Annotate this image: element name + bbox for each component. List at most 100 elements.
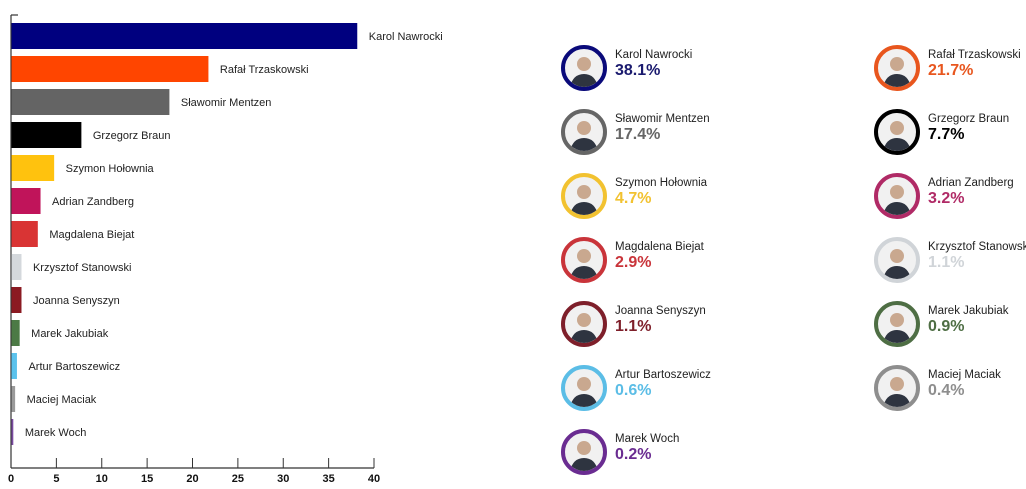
candidate-percentage: 17.4%	[615, 126, 661, 143]
x-tick-label: 30	[277, 473, 289, 485]
candidate-percentage: 0.2%	[615, 446, 652, 463]
bar-label: Artur Bartoszewicz	[28, 361, 120, 373]
candidate-photo	[874, 109, 920, 155]
candidate-card: Rafał Trzaskowski 21.7%	[874, 45, 1026, 95]
candidate-name: Magdalena Biejat	[615, 241, 704, 253]
candidate-card: Grzegorz Braun 7.7%	[874, 109, 1026, 159]
candidate-photo	[874, 301, 920, 347]
candidate-card: Karol Nawrocki 38.1%	[561, 45, 861, 95]
candidate-card: Krzysztof Stanowski 1.1%	[874, 237, 1026, 287]
candidate-photo	[561, 237, 607, 283]
x-tick-label: 20	[186, 473, 198, 485]
bar-chart: 0 5 10 15 20 25 30 35 40 Karol Nawrocki Rafał Trza…	[8, 14, 443, 485]
candidate-percentage: 21.7%	[928, 62, 974, 79]
candidate-photo	[561, 173, 607, 219]
candidate-photo	[561, 429, 607, 475]
candidate-card: Sławomir Mentzen 17.4%	[561, 109, 861, 159]
candidate-percentage: 3.2%	[928, 190, 965, 207]
candidate-name: Grzegorz Braun	[928, 113, 1010, 125]
x-tick-label: 35	[323, 473, 335, 485]
bar-label: Marek Jakubiak	[31, 328, 109, 340]
person-icon	[883, 313, 911, 343]
bar-maciej-maciak	[11, 386, 16, 412]
candidate-photo	[874, 45, 920, 91]
candidate-name: Adrian Zandberg	[928, 177, 1014, 189]
candidate-name: Artur Bartoszewicz	[615, 369, 711, 381]
candidate-percentage: 0.9%	[928, 318, 965, 335]
bar-label: Joanna Senyszyn	[33, 295, 120, 307]
person-icon	[570, 249, 598, 279]
candidate-card: Magdalena Biejat 2.9%	[561, 237, 861, 287]
person-icon	[570, 313, 598, 343]
candidate-card: Szymon Hołownia 4.7%	[561, 173, 861, 223]
candidate-name: Krzysztof Stanowski	[928, 241, 1026, 253]
candidate-percentage: 1.1%	[928, 254, 965, 271]
bar-label: Magdalena Biejat	[49, 229, 134, 241]
candidate-photo	[561, 109, 607, 155]
candidate-percentage: 2.9%	[615, 254, 652, 271]
candidate-percentage: 38.1%	[615, 62, 661, 79]
bar-label: Adrian Zandberg	[52, 196, 134, 208]
person-icon	[570, 377, 598, 407]
candidate-percentage: 0.4%	[928, 382, 965, 399]
x-tick-label: 5	[53, 473, 59, 485]
candidate-percentage: 4.7%	[615, 190, 652, 207]
candidate-percentage: 1.1%	[615, 318, 652, 335]
candidate-name: Karol Nawrocki	[615, 49, 693, 61]
candidate-name: Marek Jakubiak	[928, 305, 1009, 317]
person-icon	[883, 185, 911, 215]
bar-label: Szymon Hołownia	[66, 163, 155, 175]
person-icon	[883, 121, 911, 151]
bar-label: Krzysztof Stanowski	[33, 262, 131, 274]
bar-magdalena-biejat	[11, 221, 38, 247]
bar-grzegorz-braun	[11, 122, 82, 148]
candidate-photo	[561, 301, 607, 347]
candidate-photo	[561, 365, 607, 411]
candidate-card: Marek Jakubiak 0.9%	[874, 301, 1026, 351]
candidate-photo	[874, 173, 920, 219]
bar-s-awomir-mentzen	[11, 89, 170, 115]
x-tick-label: 0	[8, 473, 14, 485]
bar-label: Karol Nawrocki	[369, 31, 443, 43]
bar-label: Marek Woch	[25, 427, 87, 439]
bar-label: Rafał Trzaskowski	[220, 64, 309, 76]
bar-krzysztof-stanowski	[11, 254, 22, 280]
bar-label: Grzegorz Braun	[93, 130, 171, 142]
candidate-card: Maciej Maciak 0.4%	[874, 365, 1026, 415]
bar-label: Sławomir Mentzen	[181, 97, 271, 109]
candidate-photo	[874, 237, 920, 283]
candidate-name: Joanna Senyszyn	[615, 305, 706, 317]
candidate-name: Marek Woch	[615, 433, 680, 445]
candidate-card: Marek Woch 0.2%	[561, 429, 861, 479]
x-tick-label: 15	[141, 473, 153, 485]
bar-artur-bartoszewicz	[11, 353, 17, 379]
candidate-card: Artur Bartoszewicz 0.6%	[561, 365, 861, 415]
person-icon	[883, 377, 911, 407]
person-icon	[570, 185, 598, 215]
bar-rafa-trzaskowski	[11, 56, 209, 82]
bar-adrian-zandberg	[11, 188, 41, 214]
person-icon	[883, 249, 911, 279]
bar-marek-jakubiak	[11, 320, 20, 346]
bar-joanna-senyszyn	[11, 287, 22, 313]
candidate-card: Adrian Zandberg 3.2%	[874, 173, 1026, 223]
bar-szymon-ho-ownia	[11, 155, 55, 181]
x-tick-label: 40	[368, 473, 380, 485]
bar-marek-woch	[11, 419, 14, 445]
candidate-photo	[874, 365, 920, 411]
candidate-card: Joanna Senyszyn 1.1%	[561, 301, 861, 351]
bar-label: Maciej Maciak	[27, 394, 97, 406]
candidate-name: Szymon Hołownia	[615, 177, 708, 189]
candidate-photo	[561, 45, 607, 91]
candidate-percentage: 7.7%	[928, 126, 965, 143]
person-icon	[570, 441, 598, 471]
candidate-percentage: 0.6%	[615, 382, 652, 399]
person-icon	[570, 57, 598, 87]
x-tick-label: 10	[96, 473, 108, 485]
person-icon	[883, 57, 911, 87]
candidate-name: Maciej Maciak	[928, 369, 1001, 381]
person-icon	[570, 121, 598, 151]
candidate-name: Rafał Trzaskowski	[928, 49, 1021, 61]
x-tick-label: 25	[232, 473, 244, 485]
candidate-name: Sławomir Mentzen	[615, 113, 710, 125]
